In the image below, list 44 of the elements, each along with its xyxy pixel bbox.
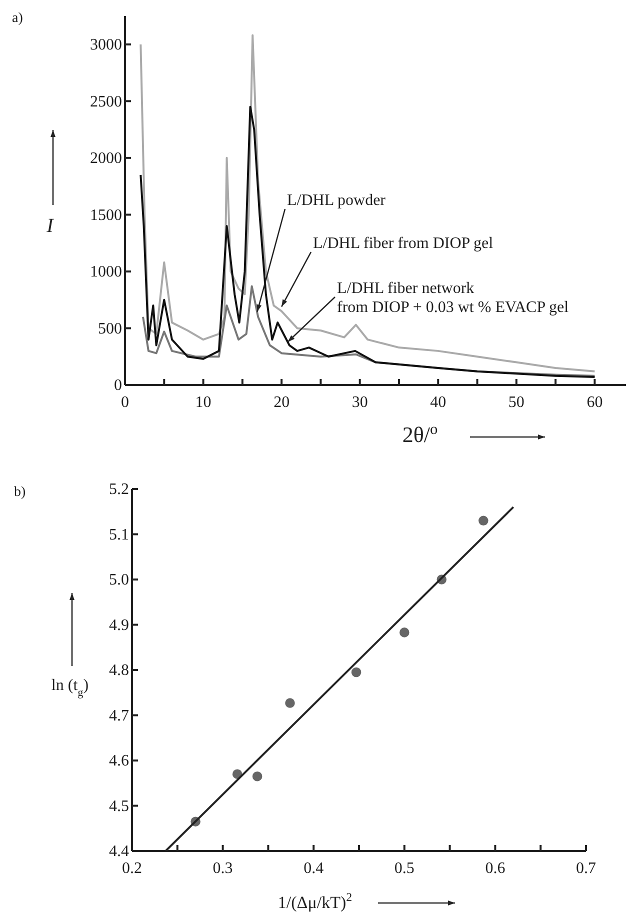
x-tick-label: 0.7 — [576, 860, 596, 878]
y-axis-title: I — [46, 215, 55, 237]
y-tick-label: 4.4 — [109, 843, 129, 860]
point — [351, 667, 362, 678]
line-series — [140, 34, 596, 372]
annotation: L/DHL powder — [287, 192, 386, 209]
y-tick-label: 1500 — [90, 206, 122, 224]
y-tick-label: 4.6 — [109, 752, 129, 770]
x-tick-label: 20 — [274, 394, 290, 412]
line-series — [140, 106, 596, 378]
x-tick-label: 60 — [586, 394, 603, 412]
x-tick-label: 10 — [195, 394, 212, 412]
y-tick-label: 4.9 — [109, 616, 129, 634]
text: b) — [14, 485, 26, 500]
point — [252, 771, 262, 782]
y-tick-label: 2500 — [90, 93, 122, 110]
y-tick-label: 2000 — [90, 150, 122, 168]
x-tick-label: 0.6 — [485, 860, 506, 878]
x-axis-title: 2θ/$^{o}$ — [402, 420, 438, 447]
x-tick-label: 40 — [430, 394, 446, 412]
x-tick-label: 0.4 — [304, 860, 324, 878]
y-axis-title: ln (t$_{g}$) — [51, 677, 89, 699]
y-tick-label: 0 — [114, 377, 122, 394]
y-tick-label: 5.1 — [109, 526, 129, 544]
x-tick-label: 0.5 — [394, 860, 414, 878]
x-tick-label: 50 — [508, 394, 524, 412]
y-tick-label: 500 — [98, 320, 122, 338]
point — [285, 698, 295, 708]
x-tick-label: 30 — [352, 394, 368, 412]
x-tick-label: 0.3 — [212, 860, 233, 878]
y-tick-label: 5.0 — [109, 572, 129, 589]
y-tick-label: 4.5 — [109, 798, 129, 815]
point — [400, 628, 410, 638]
x-tick-label: 0.2 — [122, 860, 142, 878]
chart-title: a) — [12, 11, 24, 26]
x-axis-title: 1/(Δμ/kT)$^{2}$ — [278, 890, 352, 912]
y-tick-label: 4.8 — [109, 662, 129, 680]
y-tick-label: 3000 — [90, 36, 122, 54]
y-tick-label: 4.7 — [109, 707, 129, 724]
point — [478, 516, 488, 526]
annotation: L/DHL fiber from DIOP gel — [313, 235, 494, 252]
y-tick-label: 1000 — [90, 264, 122, 281]
annotation: L/DHL fiber network from DIOP + 0.03 wt % EVACP gel — [337, 280, 570, 316]
y-tick-label: 5.2 — [109, 481, 129, 498]
